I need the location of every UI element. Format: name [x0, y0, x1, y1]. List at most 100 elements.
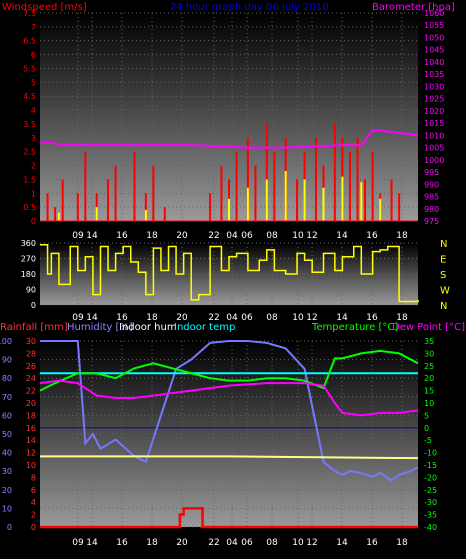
wind-direction-line [40, 243, 419, 303]
x-tick-label: 12 [306, 538, 317, 548]
chart-title: 24 hour graph day 06 July 2010 [170, 2, 329, 13]
indoor-temp-label: Indoor temp [174, 322, 235, 333]
windspeed-tick-label: 0.5 [23, 203, 36, 212]
barometer-tick-label: 985 [424, 193, 439, 202]
windspeed-tick-label: 0 [31, 217, 36, 226]
barometer-tick-label: 1055 [424, 21, 444, 30]
temp-tick-label: -10 [424, 449, 437, 458]
rainfall-line [40, 507, 418, 529]
windspeed-tick-label: 6.5 [23, 37, 36, 46]
temp-tick-label: 35 [424, 337, 434, 346]
x-tick-label: 18 [396, 231, 408, 241]
x-tick-label: 20 [176, 231, 188, 241]
temperature-line [39, 349, 419, 392]
x-tick-label: 18 [396, 538, 408, 548]
barometer-tick-label: 1040 [424, 58, 444, 67]
x-tick-label: 14 [336, 538, 348, 548]
rain-tick-label: 12 [26, 449, 36, 458]
humidity-ticks: 0 10 20 30 40 50 60 70 80 90 100 [0, 337, 12, 532]
temp-tick-label: -20 [424, 473, 437, 482]
barometer-tick-label: 995 [424, 168, 439, 177]
wind-panel-grid [40, 12, 418, 222]
x-tick-label: 04 [226, 538, 238, 548]
barometer-tick-label: 1050 [424, 33, 444, 42]
direction-degree-label: 270 [21, 255, 36, 264]
wind-panel-series [40, 123, 419, 222]
x-tick-label: 12 [306, 313, 317, 323]
dew-point-label: Dew Point [°C] [392, 322, 465, 333]
humidity-tick-label: 30 [2, 467, 12, 476]
x-tick-label: 08 [266, 313, 278, 323]
temp-tick-label: 20 [424, 374, 434, 383]
direction-panel-background [40, 243, 418, 305]
compass-label: N [440, 239, 447, 250]
x-tick-label: 09 [72, 231, 84, 241]
windspeed-ticks: 0 0.5 1 1.5 2 2.5 3 3.5 4 4.5 5 5.5 6 6.5 7 7.5 [23, 9, 36, 226]
barometer-tick-label: 1045 [424, 46, 444, 55]
windspeed-tick-label: 2.5 [23, 148, 36, 157]
rain-tick-label: 6 [31, 486, 36, 495]
temp-panel-series [39, 340, 419, 529]
humidity-tick-label: 70 [2, 393, 12, 402]
windspeed-tick-label: 3.5 [23, 120, 36, 129]
temp-tick-label: 0 [424, 424, 429, 433]
x-tick-label: 16 [116, 538, 128, 548]
temp-tick-label: -5 [424, 436, 432, 445]
x-tick-label: 14 [336, 313, 348, 323]
temp-tick-label: -40 [424, 523, 437, 532]
temp-tick-label: -35 [424, 511, 437, 520]
windspeed-tick-label: 6 [31, 51, 36, 60]
windspeed-tick-label: 4.5 [23, 92, 36, 101]
rain-tick-label: 8 [31, 473, 36, 482]
barometer-tick-label: 1025 [424, 95, 444, 104]
rain-tick-label: 14 [26, 436, 36, 445]
x-tick-label: 06 [241, 231, 253, 241]
humidity-tick-label: 60 [2, 411, 12, 420]
temp-tick-label: 25 [424, 362, 434, 371]
direction-degree-label: 90 [26, 286, 36, 295]
barometer-tick-label: 1000 [424, 156, 444, 165]
temp-tick-label: -25 [424, 486, 437, 495]
barometer-tick-label: 975 [424, 217, 439, 226]
temp-tick-label: 10 [424, 399, 434, 408]
windspeed-tick-label: 3 [31, 134, 36, 143]
direction-degree-ticks: 0 90 180 270 360 [21, 239, 36, 310]
compass-label: S [440, 270, 446, 281]
barometer-tick-label: 1005 [424, 144, 444, 153]
x-tick-label: 18 [146, 538, 158, 548]
barometer-tick-label: 1010 [424, 131, 444, 140]
rain-tick-label: 4 [31, 498, 36, 507]
rain-tick-label: 2 [31, 511, 36, 520]
x-tick-label: 20 [176, 538, 188, 548]
x-tick-label: 14 [86, 313, 98, 323]
humidity-label: Humidity [%] [67, 322, 133, 333]
windspeed-tick-label: 7 [31, 23, 36, 32]
x-tick-label: 14 [86, 231, 98, 241]
humidity-tick-label: 50 [2, 430, 12, 439]
humidity-tick-label: 0 [7, 523, 12, 532]
humidity-tick-label: 20 [2, 486, 12, 495]
x-tick-label: 09 [72, 313, 84, 323]
x-tick-label: 09 [72, 538, 84, 548]
windspeed-axis-label: Windspeed [m/s] [2, 2, 87, 13]
direction-degree-label: 0 [31, 301, 36, 310]
temp-tick-label: -30 [424, 498, 437, 507]
x-tick-label: 10 [292, 313, 304, 323]
barometer-axis-label: Barometer [hpa] [372, 2, 455, 13]
x-tick-label: 16 [366, 538, 378, 548]
humidity-tick-label: 10 [2, 504, 12, 513]
direction-series [40, 243, 419, 303]
direction-degree-label: 180 [21, 270, 36, 279]
windspeed-tick-label: 7.5 [23, 9, 36, 18]
windspeed-tick-label: 1 [31, 189, 36, 198]
temperature-humidity-panel: Rainfall [mm] Humidity [%] Indoor hum In… [0, 322, 465, 548]
temp-tick-label: 30 [424, 349, 434, 358]
rain-tick-label: 26 [26, 362, 36, 371]
x-tick-label: 22 [208, 231, 219, 241]
temp-panel-x-ticks: 09 14 16 18 20 22 04 06 08 10 12 14 16 18 [72, 538, 408, 548]
barometer-tick-label: 1035 [424, 70, 444, 79]
wind-barometer-panel: Windspeed [m/s] 24 hour graph day 06 Jul… [2, 2, 455, 241]
